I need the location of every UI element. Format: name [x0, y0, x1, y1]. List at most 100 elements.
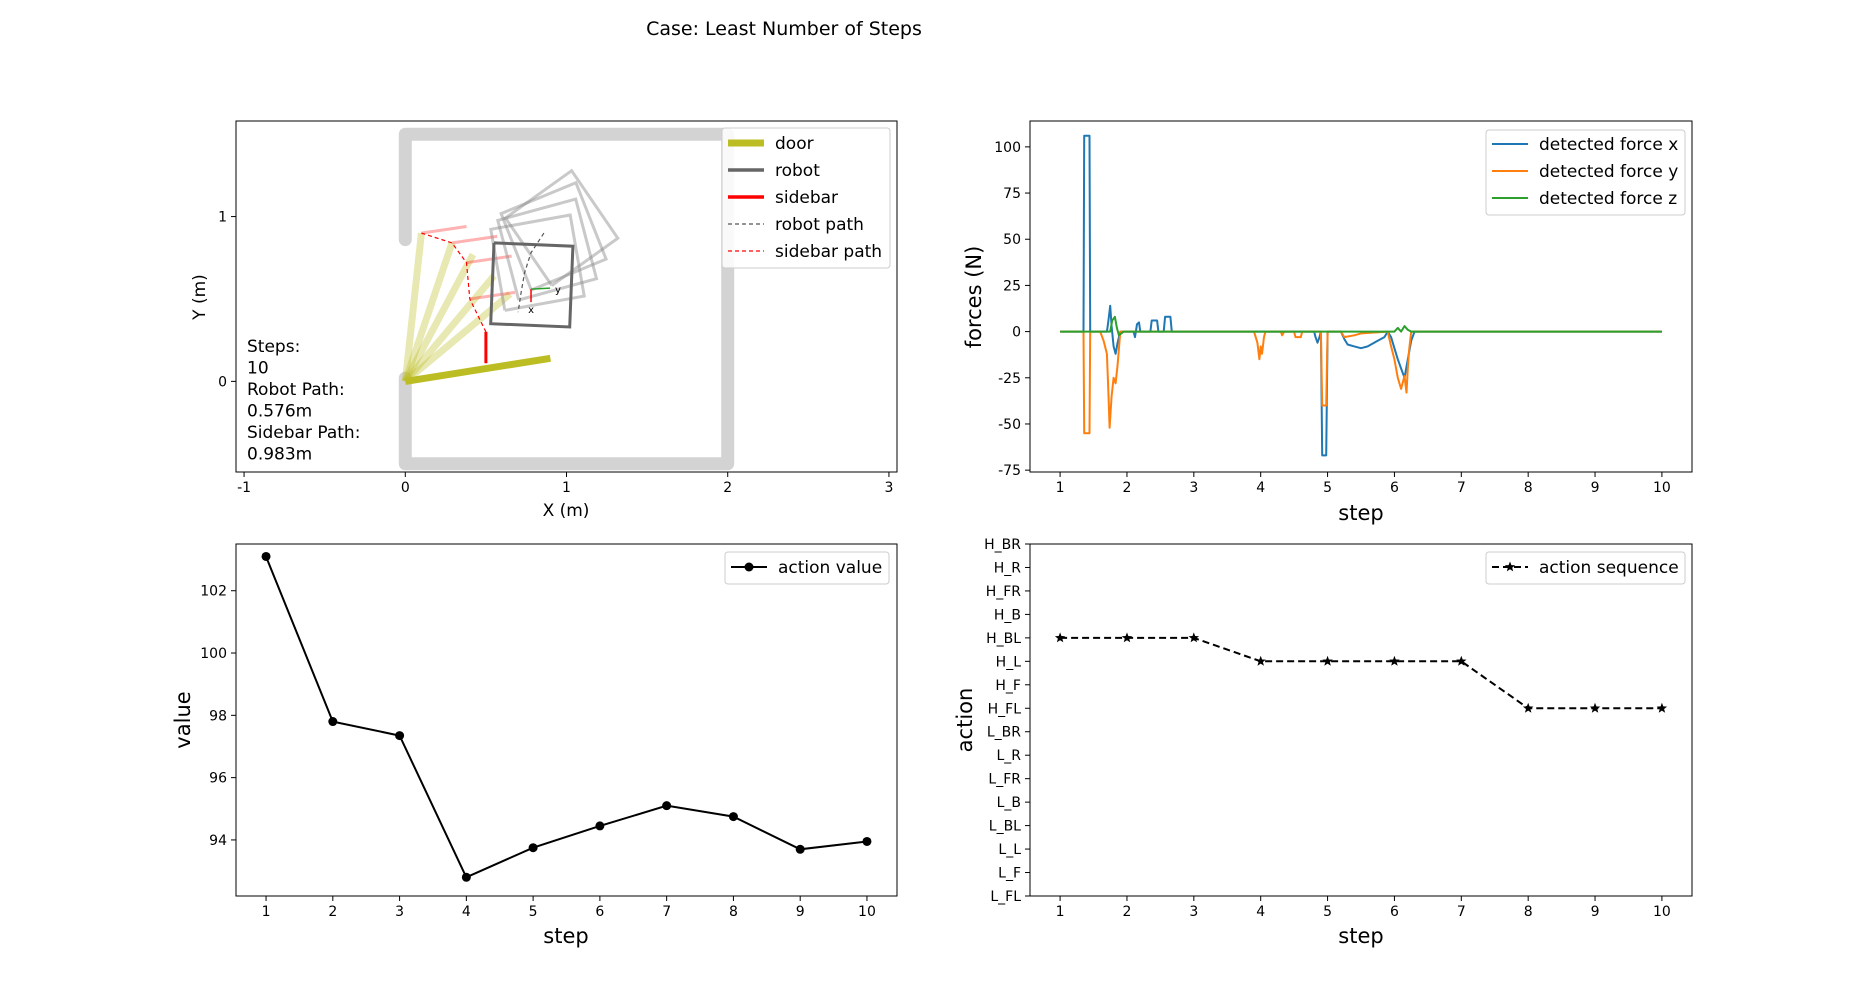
info-line: 0.576m: [247, 402, 312, 422]
y-tick-label: H_BL: [986, 631, 1021, 647]
x-tick-label: 2: [328, 904, 337, 920]
y-tick-label: -50: [998, 417, 1021, 433]
legend-label: sidebar: [775, 188, 838, 208]
x-tick-label: 10: [1653, 904, 1671, 920]
x-tick-label: 1: [1056, 904, 1065, 920]
y-tick-label: H_FR: [986, 584, 1022, 600]
x-tick-label: 3: [395, 904, 404, 920]
forces-y-axis-label: forces (N): [962, 246, 986, 349]
x-tick-label: 5: [529, 904, 538, 920]
x-tick-label: 1: [562, 480, 571, 496]
x-tick-label: 4: [1256, 480, 1265, 496]
x-tick-label: 10: [858, 904, 876, 920]
legend-label: sidebar path: [775, 242, 882, 262]
robot-ghost: [489, 213, 586, 312]
wall-outline: [398, 127, 735, 471]
legend-label: detected force z: [1539, 189, 1677, 209]
y-tick-label: L_B: [997, 795, 1021, 811]
value-point: [728, 812, 738, 822]
legend-frame: [721, 127, 891, 269]
values-frame: [235, 543, 898, 897]
legend-label: detected force x: [1539, 135, 1678, 155]
sidebar-ghost: [466, 254, 512, 265]
x-tick-label: 7: [662, 904, 671, 920]
y-tick-label: 0: [218, 374, 227, 390]
door-final: [404, 354, 551, 385]
values-legend: action value: [724, 551, 890, 585]
x-tick-label: 7: [1457, 480, 1466, 496]
robot-frame-y-axis: [530, 287, 551, 290]
y-tick-label: -75: [998, 463, 1021, 479]
value-point: [461, 872, 471, 882]
x-tick-label: 5: [1323, 904, 1332, 920]
action-point: [1322, 655, 1333, 666]
value-series-line: [265, 556, 868, 879]
value-point: [528, 843, 538, 853]
forces-axes: 1 2 3 4 5 6 7 8 9 10 -75 -50 -25 0 25 50 75 100 detected …: [962, 120, 1693, 525]
action-point: [1188, 632, 1200, 643]
sidebar-ghost: [451, 234, 498, 245]
x-tick-label: 2: [723, 480, 732, 496]
info-line: Robot Path:: [247, 380, 345, 400]
legend-marker: [1504, 561, 1516, 572]
values-y-axis-label: value: [171, 691, 195, 748]
x-tick-label: 9: [796, 904, 805, 920]
y-tick-label: H_BR: [984, 537, 1021, 553]
x-tick-label: 1: [1056, 480, 1065, 496]
action-point: [1656, 702, 1668, 713]
x-tick-label: 2: [1122, 904, 1131, 920]
y-tick-label: H_L: [996, 654, 1022, 670]
legend-frame: [1485, 551, 1686, 585]
value-point: [662, 801, 672, 811]
legend-frame: [724, 551, 890, 585]
values-axes: 1 2 3 4 5 6 7 8 9 10 94 96 98 100 102 action value ste…: [171, 543, 898, 948]
figure-title: Case: Least Number of Steps: [646, 18, 922, 40]
x-tick-label: -1: [237, 480, 251, 496]
y-tick-label: 100: [200, 646, 227, 662]
legend-label: detected force y: [1539, 162, 1678, 182]
x-tick-label: 3: [1189, 904, 1198, 920]
y-tick-label: 75: [1003, 186, 1021, 202]
scene-legend: door robot sidebar robot path sidebar path: [721, 127, 891, 269]
x-tick-label: 8: [1524, 904, 1533, 920]
y-tick-label: 1: [218, 210, 227, 226]
action-point: [1054, 632, 1066, 643]
legend-label: robot: [775, 161, 820, 181]
door-ghost: [401, 232, 425, 382]
info-line: Steps:: [247, 337, 300, 357]
info-line: Sidebar Path:: [247, 423, 360, 443]
forces-x-axis-label: step: [1338, 501, 1383, 525]
x-tick-label: 6: [1390, 480, 1399, 496]
robot-frame-y-label: y: [555, 285, 561, 296]
sidebar-ghost: [421, 225, 467, 235]
y-tick-label: H_R: [994, 560, 1022, 576]
forces-frame: [1029, 120, 1693, 473]
door-ghost: [401, 241, 456, 383]
legend-label: robot path: [775, 215, 864, 235]
value-point: [862, 836, 872, 846]
x-tick-label: 0: [401, 480, 410, 496]
y-tick-label: 94: [209, 833, 227, 849]
action-point: [1389, 655, 1400, 666]
legend-marker: [744, 562, 754, 572]
x-tick-label: 4: [1256, 904, 1265, 920]
actions-axes: 1 2 3 4 5 6 7 8 9 10 L_FL L_F L_L L_BL L_B L_FR L_R L_BR H…: [953, 537, 1693, 948]
action-point: [1589, 702, 1601, 713]
x-tick-label: 8: [729, 904, 738, 920]
door-ghost: [402, 273, 497, 384]
y-tick-label: 25: [1003, 278, 1021, 294]
y-tick-label: L_BR: [987, 725, 1021, 741]
y-tick-label: 102: [200, 584, 227, 600]
y-tick-label: -25: [998, 371, 1021, 387]
robot-frame-x-label: x: [528, 305, 534, 316]
info-line: 10: [247, 359, 269, 379]
y-tick-label: 96: [209, 771, 227, 787]
y-tick-label: L_F: [998, 866, 1021, 882]
y-tick-label: L_FR: [988, 772, 1021, 788]
legend-label: door: [775, 134, 814, 154]
value-point: [595, 821, 605, 831]
y-tick-label: L_BL: [989, 819, 1021, 835]
x-tick-label: 1: [262, 904, 271, 920]
